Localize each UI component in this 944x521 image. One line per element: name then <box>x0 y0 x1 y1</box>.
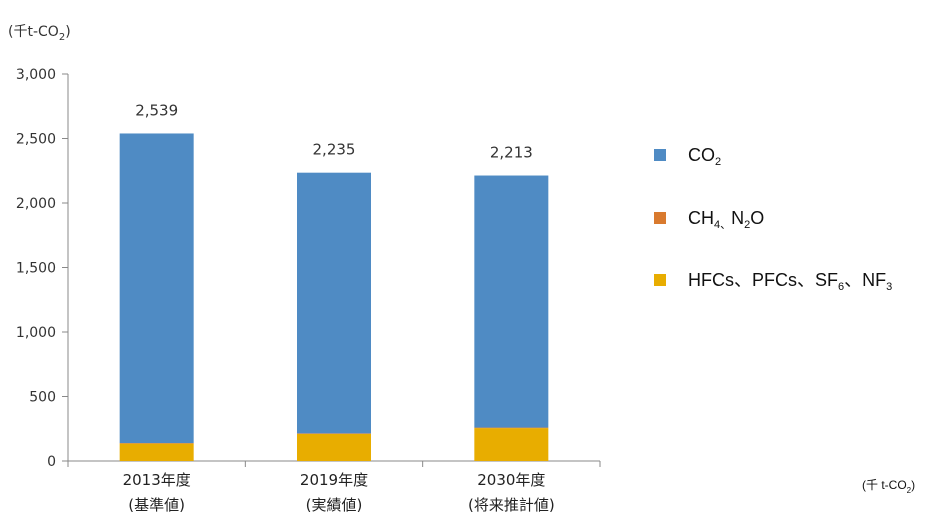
legend-swatch <box>654 212 666 224</box>
bar-segment-hfcs <box>297 433 371 461</box>
legend-swatch <box>654 274 666 286</box>
x-tick-label-sub: (将来推計値) <box>468 496 555 514</box>
bar-segment-hfcs <box>119 443 194 461</box>
legend-label: CH4、N2O <box>688 208 764 231</box>
bar-segment-ch4n2o <box>297 433 371 434</box>
y-axis: 0 500 1,000 1,500 2,000 2,500 3,000 <box>16 67 69 470</box>
bar-total-label: 2,235 <box>313 141 356 159</box>
y-tick-label: 0 <box>47 454 56 470</box>
x-axis: 2013年度 (基準値) 2019年度 (実績値) 2030年度 (将来推計値) <box>67 460 601 514</box>
legend-item-ch4n2o: CH4、N2O <box>654 208 764 231</box>
y-tick-label: 1,500 <box>16 261 56 277</box>
x-tick-label: 2013年度 <box>123 471 191 489</box>
y-tick-label: 500 <box>29 390 56 406</box>
bar-total-label: 2,539 <box>135 101 178 119</box>
x-tick-label-sub: (実績値) <box>306 496 363 514</box>
legend-item-hfcs: HFCs、PFCs、SF6、NF3 <box>654 270 892 293</box>
legend-swatch <box>654 149 666 161</box>
legend-label: HFCs、PFCs、SF6、NF3 <box>688 270 892 293</box>
bar-segment-ch4n2o <box>474 427 549 429</box>
bottom-unit-note: (千 t-CO2) <box>862 478 915 495</box>
bar-segment-co2 <box>119 133 194 444</box>
legend: CO2 CH4、N2O HFCs、PFCs、SF6、NF3 <box>654 145 892 293</box>
y-tick-label: 2,000 <box>16 196 56 212</box>
x-tick-label: 2019年度 <box>300 471 368 489</box>
legend-label: CO2 <box>688 145 721 168</box>
bar-total-label: 2,213 <box>490 144 533 162</box>
x-tick-label-sub: (基準値) <box>128 496 185 514</box>
bar-segment-ch4n2o <box>119 443 194 444</box>
bar-segment-co2 <box>474 175 549 428</box>
bar-segment-co2 <box>297 172 371 434</box>
y-tick-label: 1,000 <box>16 325 56 341</box>
bar-segment-hfcs <box>474 428 549 461</box>
y-tick-label: 2,500 <box>16 132 56 148</box>
y-tick-label: 3,000 <box>16 67 56 83</box>
x-tick-label: 2030年度 <box>477 471 545 489</box>
y-axis-unit-label: (千t-CO2) <box>8 24 71 43</box>
bars: 2,539 2,235 2,213 <box>119 101 549 461</box>
legend-item-co2: CO2 <box>654 145 721 168</box>
